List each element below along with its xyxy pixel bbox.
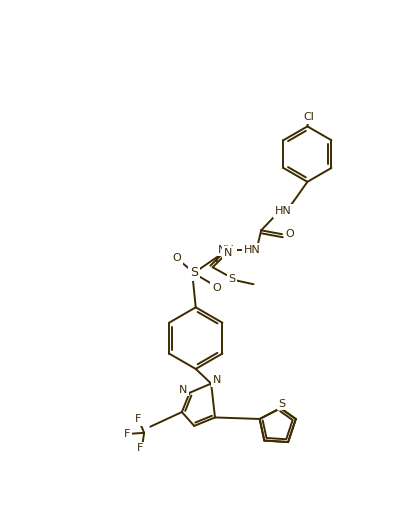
Text: N: N (224, 248, 232, 258)
Text: O: O (212, 283, 221, 293)
Text: F: F (124, 430, 130, 440)
Text: Cl: Cl (303, 112, 314, 122)
Text: O: O (172, 253, 181, 263)
Text: NH: NH (218, 245, 235, 255)
Text: N: N (179, 385, 188, 395)
Text: S: S (190, 266, 198, 279)
Text: S: S (228, 274, 235, 284)
Text: S: S (278, 398, 285, 408)
Text: F: F (137, 443, 143, 453)
Text: N: N (213, 375, 222, 385)
Text: F: F (135, 414, 141, 424)
Text: O: O (285, 229, 294, 239)
Text: HN: HN (244, 245, 260, 255)
Text: HN: HN (274, 206, 291, 216)
